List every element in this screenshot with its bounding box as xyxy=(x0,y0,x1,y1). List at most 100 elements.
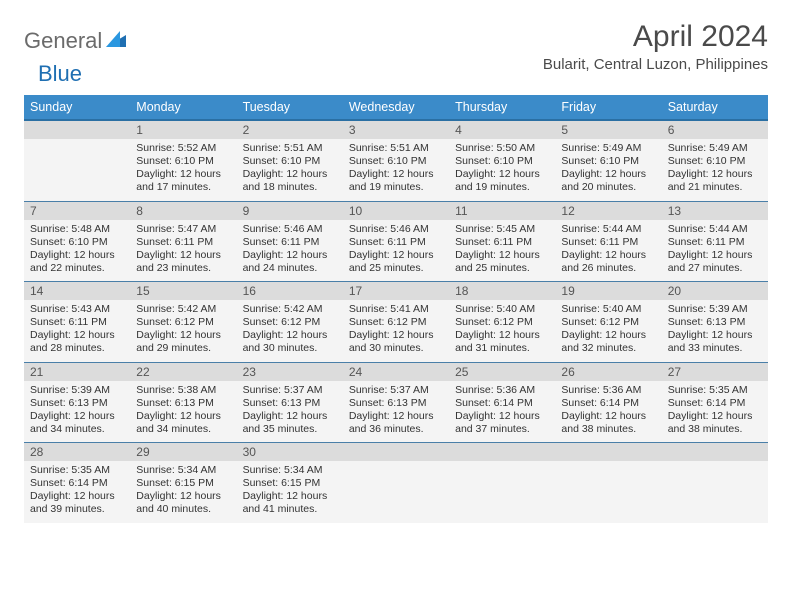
day-number: 15 xyxy=(130,282,236,300)
weekday-header: Saturday xyxy=(662,95,768,120)
day-number-cell: 8 xyxy=(130,201,236,220)
day-detail-cell xyxy=(555,461,661,523)
day-detail-cell xyxy=(24,139,130,201)
day-number-cell xyxy=(449,443,555,462)
day-number-cell: 21 xyxy=(24,362,130,381)
day-detail-cell: Sunrise: 5:52 AMSunset: 6:10 PMDaylight:… xyxy=(130,139,236,201)
day-detail: Sunrise: 5:35 AMSunset: 6:14 PMDaylight:… xyxy=(30,464,124,517)
day-number: 23 xyxy=(237,363,343,381)
week-detail-row: Sunrise: 5:35 AMSunset: 6:14 PMDaylight:… xyxy=(24,461,768,523)
day-number-cell: 24 xyxy=(343,362,449,381)
calendar-table: SundayMondayTuesdayWednesdayThursdayFrid… xyxy=(24,95,768,523)
day-detail: Sunrise: 5:46 AMSunset: 6:11 PMDaylight:… xyxy=(243,223,337,276)
day-detail-cell: Sunrise: 5:40 AMSunset: 6:12 PMDaylight:… xyxy=(449,300,555,362)
day-detail: Sunrise: 5:37 AMSunset: 6:13 PMDaylight:… xyxy=(243,384,337,437)
day-detail: Sunrise: 5:45 AMSunset: 6:11 PMDaylight:… xyxy=(455,223,549,276)
day-detail: Sunrise: 5:40 AMSunset: 6:12 PMDaylight:… xyxy=(561,303,655,356)
day-detail-cell: Sunrise: 5:45 AMSunset: 6:11 PMDaylight:… xyxy=(449,220,555,282)
day-detail-cell: Sunrise: 5:35 AMSunset: 6:14 PMDaylight:… xyxy=(24,461,130,523)
day-detail-cell: Sunrise: 5:46 AMSunset: 6:11 PMDaylight:… xyxy=(343,220,449,282)
logo-text-blue: Blue xyxy=(38,61,82,87)
day-detail: Sunrise: 5:40 AMSunset: 6:12 PMDaylight:… xyxy=(455,303,549,356)
week-daynum-row: 21222324252627 xyxy=(24,362,768,381)
logo-mark-icon xyxy=(106,31,126,52)
day-number: 8 xyxy=(130,202,236,220)
day-detail-cell: Sunrise: 5:44 AMSunset: 6:11 PMDaylight:… xyxy=(662,220,768,282)
day-detail: Sunrise: 5:37 AMSunset: 6:13 PMDaylight:… xyxy=(349,384,443,437)
day-number-cell: 15 xyxy=(130,282,236,301)
location: Bularit, Central Luzon, Philippines xyxy=(543,56,768,73)
day-number: 16 xyxy=(237,282,343,300)
day-number: 22 xyxy=(130,363,236,381)
day-number-cell: 13 xyxy=(662,201,768,220)
day-detail-cell: Sunrise: 5:42 AMSunset: 6:12 PMDaylight:… xyxy=(237,300,343,362)
day-detail: Sunrise: 5:51 AMSunset: 6:10 PMDaylight:… xyxy=(349,142,443,195)
day-number-cell: 10 xyxy=(343,201,449,220)
day-detail-cell: Sunrise: 5:44 AMSunset: 6:11 PMDaylight:… xyxy=(555,220,661,282)
day-number: 25 xyxy=(449,363,555,381)
day-number-cell: 7 xyxy=(24,201,130,220)
day-detail: Sunrise: 5:35 AMSunset: 6:14 PMDaylight:… xyxy=(668,384,762,437)
weekday-header: Wednesday xyxy=(343,95,449,120)
day-number xyxy=(662,443,768,447)
day-number-cell: 16 xyxy=(237,282,343,301)
day-number xyxy=(555,443,661,447)
day-number-cell: 6 xyxy=(662,120,768,139)
day-detail: Sunrise: 5:39 AMSunset: 6:13 PMDaylight:… xyxy=(30,384,124,437)
day-number-cell: 4 xyxy=(449,120,555,139)
day-detail-cell: Sunrise: 5:37 AMSunset: 6:13 PMDaylight:… xyxy=(343,381,449,443)
day-detail-cell: Sunrise: 5:47 AMSunset: 6:11 PMDaylight:… xyxy=(130,220,236,282)
day-number: 10 xyxy=(343,202,449,220)
day-detail-cell: Sunrise: 5:49 AMSunset: 6:10 PMDaylight:… xyxy=(662,139,768,201)
day-number-cell xyxy=(24,120,130,139)
weekday-header: Tuesday xyxy=(237,95,343,120)
day-number: 6 xyxy=(662,121,768,139)
week-daynum-row: 123456 xyxy=(24,120,768,139)
week-detail-row: Sunrise: 5:52 AMSunset: 6:10 PMDaylight:… xyxy=(24,139,768,201)
day-number: 30 xyxy=(237,443,343,461)
day-number-cell xyxy=(343,443,449,462)
day-number-cell: 27 xyxy=(662,362,768,381)
title-block: April 2024 Bularit, Central Luzon, Phili… xyxy=(543,20,768,73)
day-detail: Sunrise: 5:50 AMSunset: 6:10 PMDaylight:… xyxy=(455,142,549,195)
day-number: 3 xyxy=(343,121,449,139)
day-detail: Sunrise: 5:52 AMSunset: 6:10 PMDaylight:… xyxy=(136,142,230,195)
day-number-cell: 23 xyxy=(237,362,343,381)
day-number: 11 xyxy=(449,202,555,220)
logo: General xyxy=(24,28,128,54)
logo-text-general: General xyxy=(24,28,102,54)
day-number-cell: 11 xyxy=(449,201,555,220)
day-number: 2 xyxy=(237,121,343,139)
day-detail: Sunrise: 5:49 AMSunset: 6:10 PMDaylight:… xyxy=(668,142,762,195)
day-detail-cell: Sunrise: 5:41 AMSunset: 6:12 PMDaylight:… xyxy=(343,300,449,362)
day-number-cell: 3 xyxy=(343,120,449,139)
weekday-header: Thursday xyxy=(449,95,555,120)
week-daynum-row: 14151617181920 xyxy=(24,282,768,301)
day-detail-cell xyxy=(662,461,768,523)
day-number-cell: 2 xyxy=(237,120,343,139)
day-number-cell: 25 xyxy=(449,362,555,381)
day-detail: Sunrise: 5:36 AMSunset: 6:14 PMDaylight:… xyxy=(561,384,655,437)
day-number: 9 xyxy=(237,202,343,220)
day-number-cell: 18 xyxy=(449,282,555,301)
week-detail-row: Sunrise: 5:48 AMSunset: 6:10 PMDaylight:… xyxy=(24,220,768,282)
day-number-cell xyxy=(555,443,661,462)
day-number: 28 xyxy=(24,443,130,461)
day-detail-cell: Sunrise: 5:34 AMSunset: 6:15 PMDaylight:… xyxy=(237,461,343,523)
day-number: 17 xyxy=(343,282,449,300)
weekday-header: Monday xyxy=(130,95,236,120)
day-detail: Sunrise: 5:46 AMSunset: 6:11 PMDaylight:… xyxy=(349,223,443,276)
day-detail-cell: Sunrise: 5:49 AMSunset: 6:10 PMDaylight:… xyxy=(555,139,661,201)
day-detail-cell: Sunrise: 5:43 AMSunset: 6:11 PMDaylight:… xyxy=(24,300,130,362)
day-detail-cell: Sunrise: 5:37 AMSunset: 6:13 PMDaylight:… xyxy=(237,381,343,443)
day-number: 18 xyxy=(449,282,555,300)
day-number-cell: 28 xyxy=(24,443,130,462)
day-detail: Sunrise: 5:42 AMSunset: 6:12 PMDaylight:… xyxy=(136,303,230,356)
day-detail: Sunrise: 5:47 AMSunset: 6:11 PMDaylight:… xyxy=(136,223,230,276)
day-detail-cell: Sunrise: 5:40 AMSunset: 6:12 PMDaylight:… xyxy=(555,300,661,362)
day-number-cell: 22 xyxy=(130,362,236,381)
day-number-cell: 12 xyxy=(555,201,661,220)
day-detail-cell: Sunrise: 5:46 AMSunset: 6:11 PMDaylight:… xyxy=(237,220,343,282)
day-detail: Sunrise: 5:41 AMSunset: 6:12 PMDaylight:… xyxy=(349,303,443,356)
day-number: 20 xyxy=(662,282,768,300)
